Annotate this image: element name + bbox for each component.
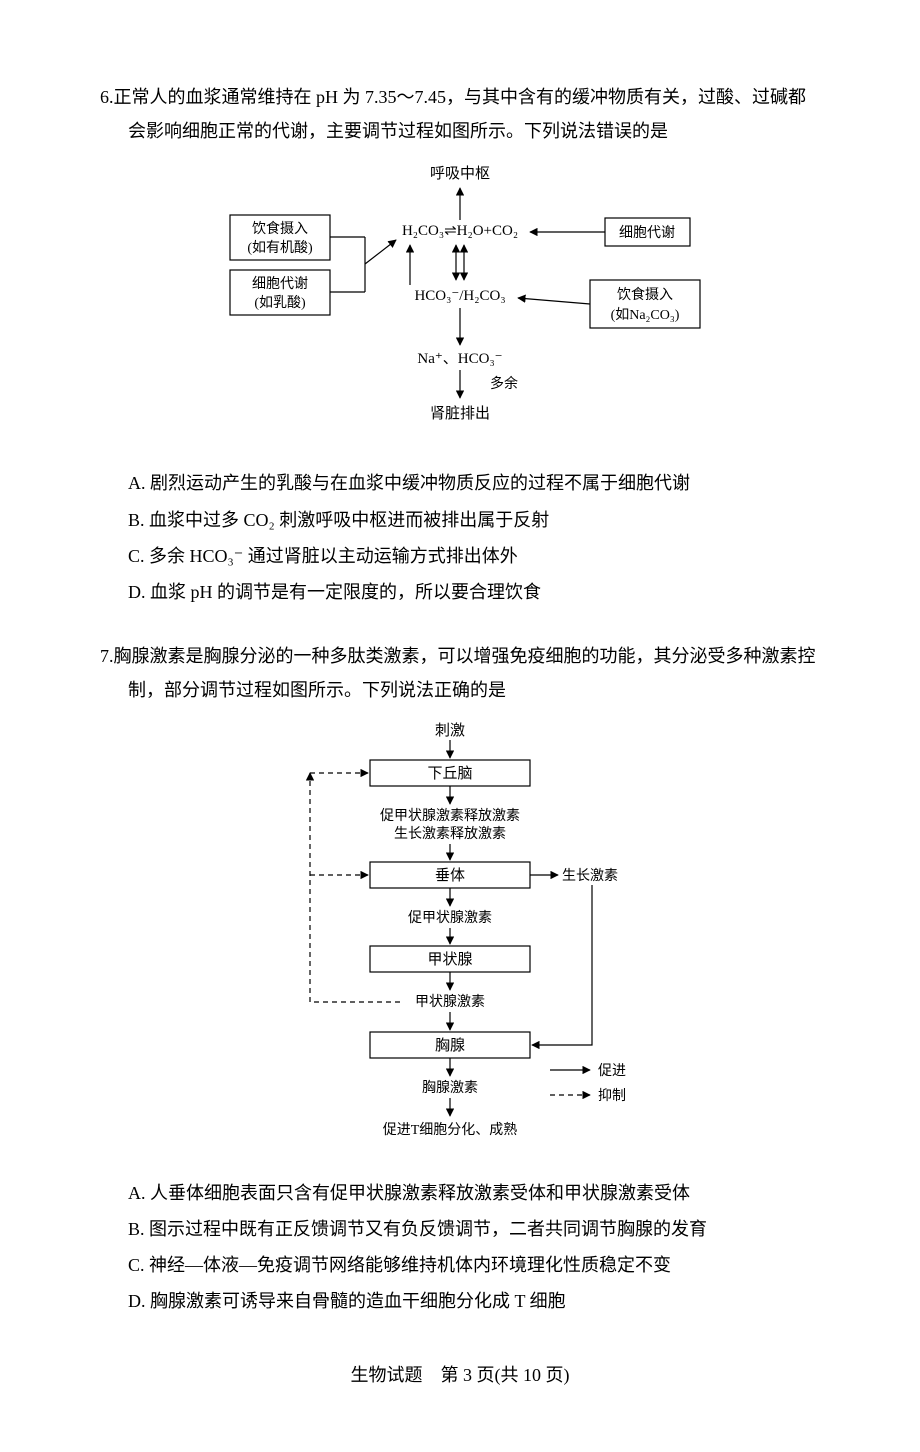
d7-thymus: 胸腺 [435, 1037, 465, 1054]
d7-thymosin: 胸腺激素 [422, 1079, 478, 1096]
q7-options: A. 人垂体细胞表面只含有促甲状腺激素释放激素受体和甲状腺激素受体 B. 图示过… [100, 1176, 820, 1319]
q6-option-a: A. 剧烈运动产生的乳酸与在血浆中缓冲物质反应的过程不属于细胞代谢 [128, 466, 820, 500]
q7-option-b: B. 图示过程中既有正反馈调节又有负反馈调节，二者共同调节胸腺的发育 [128, 1212, 820, 1246]
d7-hypothalamus: 下丘脑 [427, 765, 472, 782]
d7-legend-inhibit: 抑制 [598, 1088, 626, 1104]
q7-number: 7. [100, 639, 114, 673]
d6-equilibrium: H₂CO₃⇌H₂O+CO₂ [402, 223, 518, 239]
q7-stem-line1: 胸腺激素是胸腺分泌的一种多肽类激素，可以增强免疫细胞的功能，其分泌受多种激素控 [114, 639, 821, 673]
d7-final: 促进T细胞分化、成熟 [383, 1122, 518, 1138]
d7-growth-hormone: 生长激素 [562, 867, 618, 884]
q6-stem-line1: 正常人的血浆通常维持在 pH 为 7.35～7.45，与其中含有的缓冲物质有关，… [114, 80, 821, 114]
d6-left-box1-l2: (如有机酸) [247, 240, 313, 256]
d7-trh: 促甲状腺激素释放激素 [380, 807, 520, 824]
q6-options: A. 剧烈运动产生的乳酸与在血浆中缓冲物质反应的过程不属于细胞代谢 B. 血浆中… [100, 466, 820, 609]
q7-option-c: C. 神经—体液—免疫调节网络能够维持机体内环境理化性质稳定不变 [128, 1248, 820, 1282]
d6-respiratory-center: 呼吸中枢 [430, 165, 490, 182]
d7-pituitary: 垂体 [435, 867, 465, 884]
q6-stem: 6. 正常人的血浆通常维持在 pH 为 7.35～7.45，与其中含有的缓冲物质… [100, 80, 820, 114]
q6-option-c: C. 多余 HCO₃⁻ 通过肾脏以主动运输方式排出体外 [128, 539, 820, 573]
d7-ghrh: 生长激素释放激素 [394, 825, 506, 842]
d7-stimulus: 刺激 [435, 722, 465, 739]
q7-stem-line2: 制，部分调节过程如图所示。下列说法正确的是 [100, 673, 820, 707]
d6-left-box1-l1: 饮食摄入 [252, 220, 308, 237]
d6-left-box2-l2: (如乳酸) [254, 295, 306, 311]
d6-excess: 多余 [490, 375, 518, 392]
d6-right-box2-l1: 饮食摄入 [617, 286, 673, 303]
page-footer: 生物试题 第 3 页(共 10 页) [100, 1358, 820, 1392]
q7-option-a: A. 人垂体细胞表面只含有促甲状腺激素释放激素受体和甲状腺激素受体 [128, 1176, 820, 1210]
q6-option-b: B. 血浆中过多 CO₂ 刺激呼吸中枢进而被排出属于反射 [128, 503, 820, 537]
q6-option-d: D. 血浆 pH 的调节是有一定限度的，所以要合理饮食 [128, 575, 820, 609]
q7-stem: 7. 胸腺激素是胸腺分泌的一种多肽类激素，可以增强免疫细胞的功能，其分泌受多种激… [100, 639, 820, 673]
d6-right-box1: 细胞代谢 [619, 225, 675, 241]
q6-number: 6. [100, 80, 114, 114]
d6-kidney-excrete: 肾脏排出 [430, 405, 490, 422]
d6-right-box2-l2: (如Na₂CO₃) [611, 307, 680, 323]
footer-page: 第 3 页(共 10 页) [441, 1365, 570, 1385]
question-6: 6. 正常人的血浆通常维持在 pH 为 7.35～7.45，与其中含有的缓冲物质… [100, 80, 820, 609]
d7-thyroid: 甲状腺 [427, 951, 472, 968]
d6-ions: Na⁺、HCO₃⁻ [417, 351, 502, 367]
d7-legend-promote: 促进 [598, 1063, 626, 1079]
q6-stem-line2: 会影响细胞正常的代谢，主要调节过程如图所示。下列说法错误的是 [100, 114, 820, 148]
q7-diagram: 刺激 下丘脑 促甲状腺激素释放激素 生长激素释放激素 垂体 生长激素 促甲状腺激… [100, 720, 820, 1160]
d6-left-box2-l1: 细胞代谢 [252, 276, 308, 292]
footer-subject: 生物试题 [351, 1365, 423, 1385]
d6-buffer-pair: HCO₃⁻/H₂CO₃ [414, 288, 505, 304]
q6-diagram: 呼吸中枢 H₂CO₃⇌H₂O+CO₂ 饮食摄入 (如有机酸) 细胞代谢 (如乳酸… [100, 160, 820, 450]
q7-option-d: D. 胸腺激素可诱导来自骨髓的造血干细胞分化成 T 细胞 [128, 1284, 820, 1318]
d7-thyroid-hormone: 甲状腺激素 [415, 993, 485, 1010]
question-7: 7. 胸腺激素是胸腺分泌的一种多肽类激素，可以增强免疫细胞的功能，其分泌受多种激… [100, 639, 820, 1318]
d7-tsh: 促甲状腺激素 [408, 909, 492, 926]
